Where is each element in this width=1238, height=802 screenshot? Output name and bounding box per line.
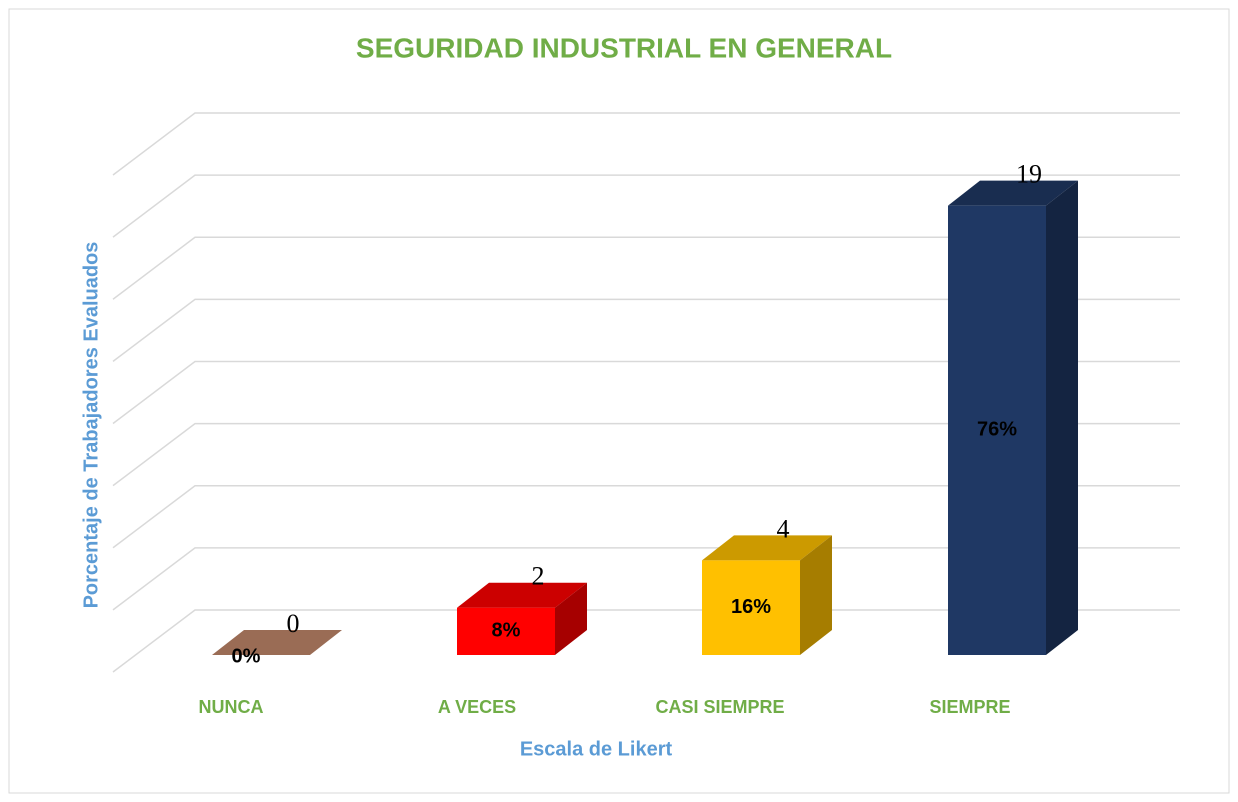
grid-line xyxy=(112,485,1180,549)
grid-line xyxy=(112,174,1180,238)
value-label: 0 xyxy=(287,609,300,638)
value-label: 2 xyxy=(532,562,545,591)
bar xyxy=(702,560,800,655)
bar-side xyxy=(555,582,587,655)
bar-top xyxy=(212,630,342,655)
share-label: 0% xyxy=(232,645,261,667)
bar-side xyxy=(1046,180,1078,655)
share-label: 8% xyxy=(492,620,521,642)
x-axis-label: Escala de Likert xyxy=(520,738,673,760)
grid-line xyxy=(112,236,1180,300)
grid-line xyxy=(112,298,1180,362)
value-label: 4 xyxy=(777,514,790,543)
bar xyxy=(457,607,555,655)
x-tick-label: A VECES xyxy=(438,697,516,717)
grid-line xyxy=(112,547,1180,611)
grid-line xyxy=(112,360,1180,425)
share-label: 16% xyxy=(731,596,771,618)
x-tick-label: SIEMPRE xyxy=(929,697,1010,717)
share-label: 76% xyxy=(977,419,1017,441)
bar-top xyxy=(702,535,832,561)
x-tick-label: NUNCA xyxy=(199,697,264,717)
grid-line xyxy=(112,609,1180,673)
y-axis-label: Porcentaje de Trabajadores Evaluados xyxy=(80,242,102,609)
bar xyxy=(948,205,1046,655)
grid-line xyxy=(112,112,1180,176)
grid-line xyxy=(112,422,1180,487)
chart-title: SEGURIDAD INDUSTRIAL EN GENERAL xyxy=(356,32,892,63)
value-label: 19 xyxy=(1016,160,1042,189)
bar-top xyxy=(457,582,587,608)
x-tick-label: CASI SIEMPRE xyxy=(655,697,784,717)
bar-top xyxy=(948,180,1078,206)
bar-side xyxy=(800,535,832,655)
